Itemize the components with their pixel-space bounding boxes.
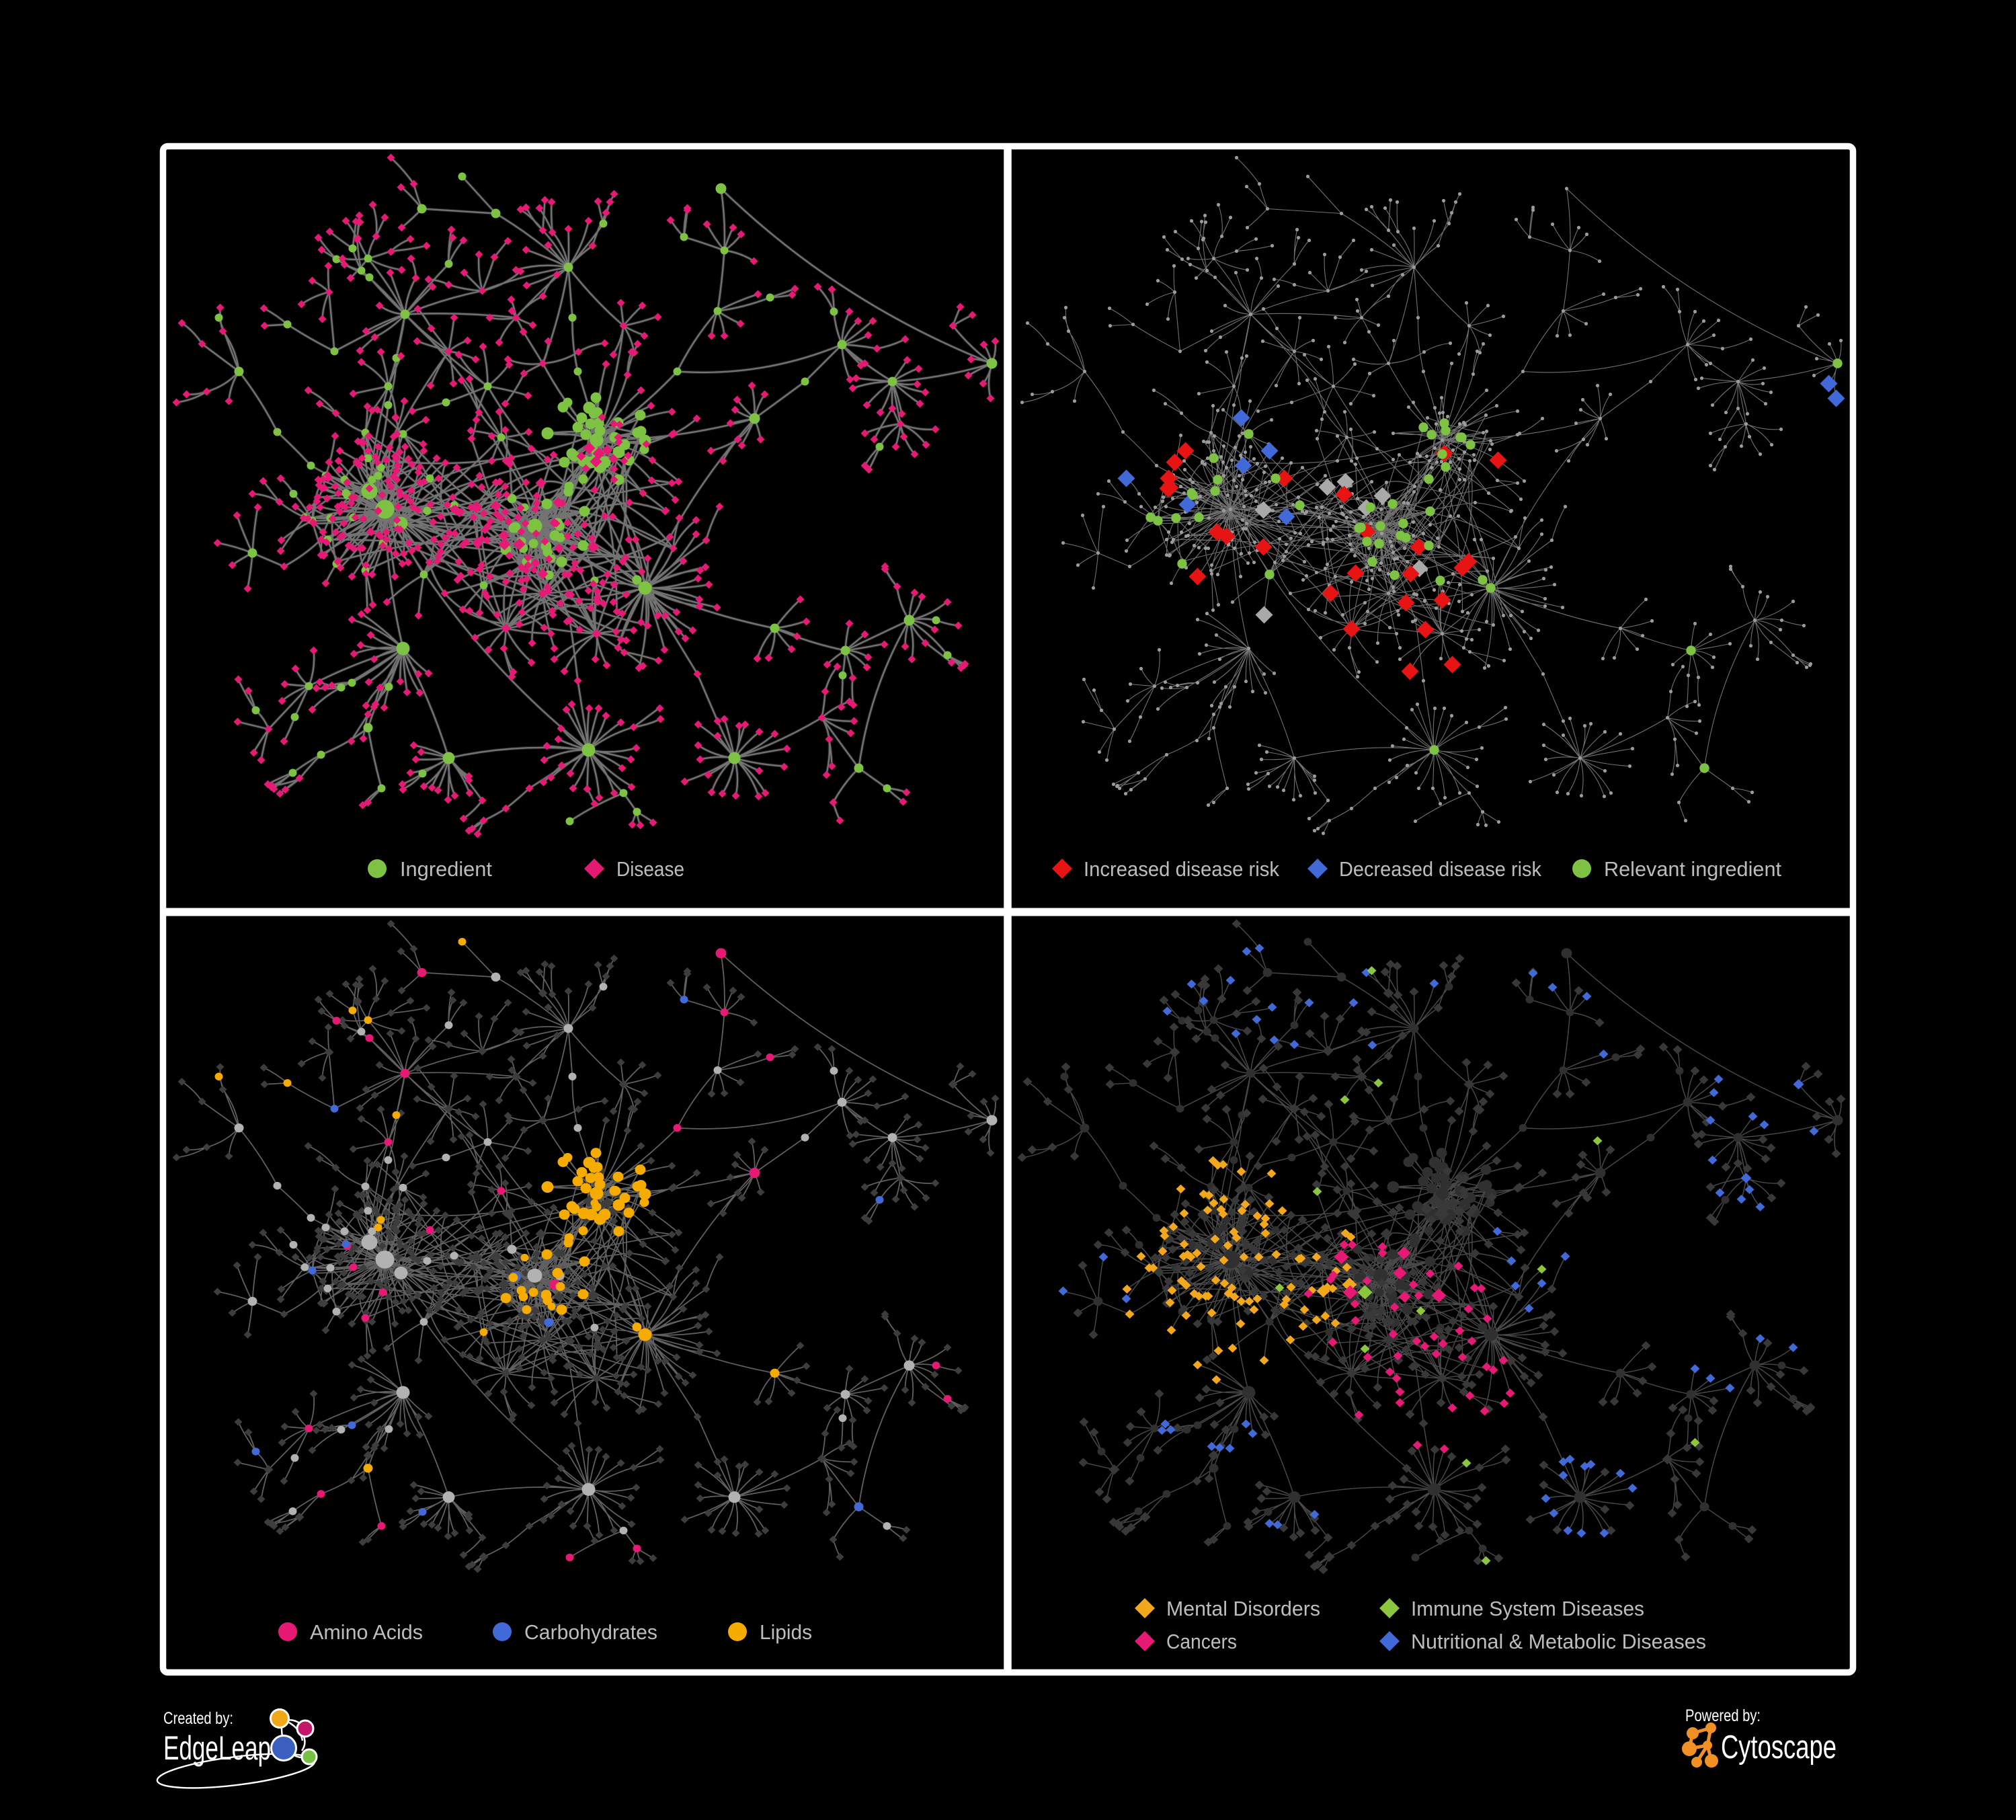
svg-text:Amino Acids: Amino Acids [310,1620,423,1644]
svg-text:Lipids: Lipids [760,1620,812,1644]
svg-text:Cancers: Cancers [1166,1630,1237,1653]
svg-text:EdgeLeap: EdgeLeap [163,1729,271,1767]
svg-text:Relevant ingredient: Relevant ingredient [1604,857,1781,881]
svg-text:Increased disease risk: Increased disease risk [1084,857,1279,881]
svg-text:Cytoscape: Cytoscape [1721,1729,1837,1766]
svg-text:Mental Disorders: Mental Disorders [1166,1597,1320,1620]
svg-text:Nutritional & Metabolic Diseas: Nutritional & Metabolic Diseases [1411,1630,1706,1653]
svg-text:Decreased disease risk: Decreased disease risk [1339,857,1541,881]
svg-text:Carbohydrates: Carbohydrates [524,1620,657,1644]
svg-text:Immune System Diseases: Immune System Diseases [1411,1597,1644,1620]
svg-text:Disease: Disease [616,857,684,881]
svg-text:Ingredient: Ingredient [400,857,492,881]
svg-text:Created by:: Created by: [163,1709,233,1728]
svg-text:Powered by:: Powered by: [1685,1706,1761,1725]
